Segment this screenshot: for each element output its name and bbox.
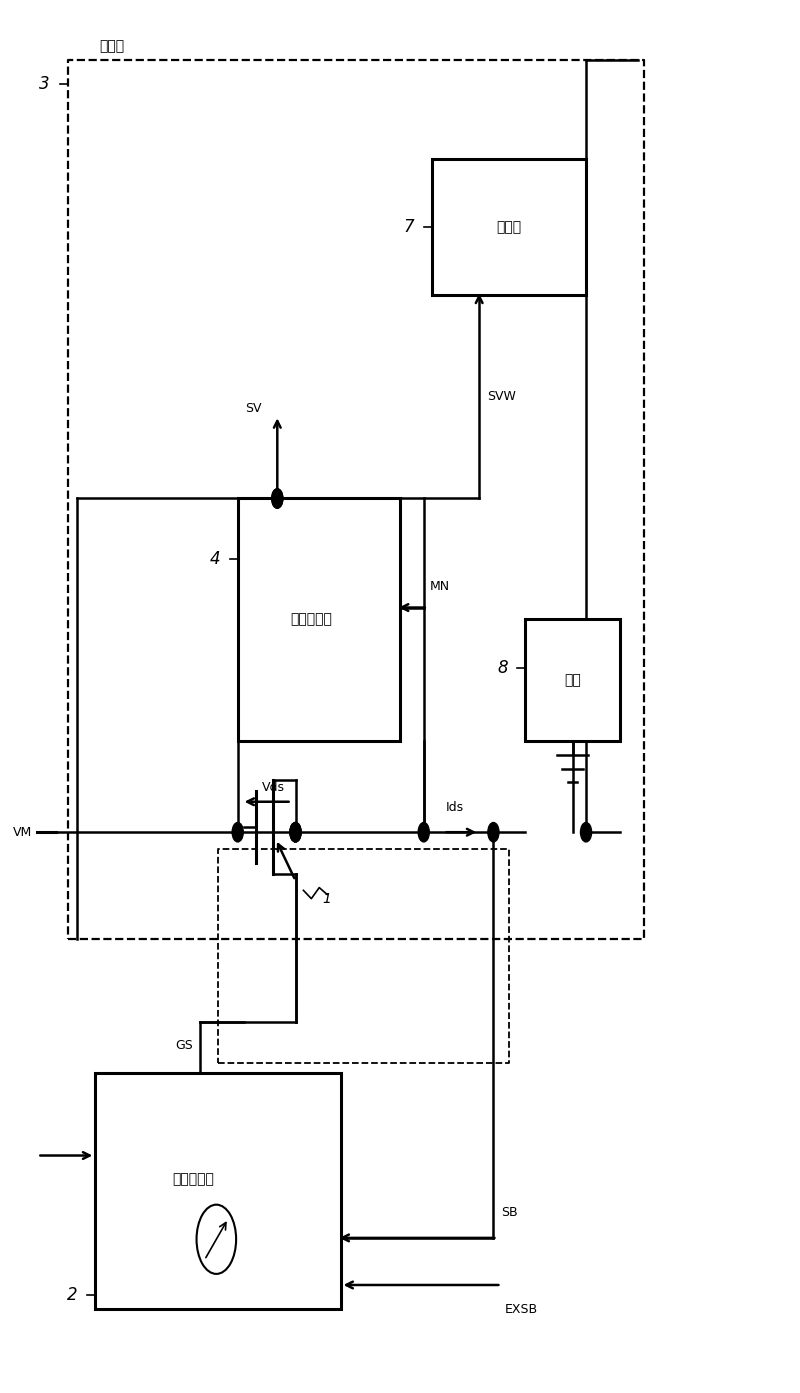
Text: MN: MN: [430, 581, 450, 593]
Text: SB: SB: [502, 1206, 518, 1219]
Bar: [432, 159, 586, 295]
Text: 7: 7: [404, 219, 414, 235]
Circle shape: [418, 822, 430, 841]
Circle shape: [290, 822, 301, 841]
Text: 负载: 负载: [564, 673, 581, 687]
Text: 保持部: 保持部: [496, 220, 522, 234]
Bar: [95, 1073, 341, 1308]
Text: SV: SV: [245, 403, 262, 415]
Bar: [238, 499, 400, 741]
Circle shape: [272, 489, 283, 508]
Text: GS: GS: [175, 1039, 193, 1052]
Text: VM: VM: [13, 826, 32, 839]
Circle shape: [488, 822, 499, 841]
Text: Vds: Vds: [262, 781, 285, 794]
Text: 保护部: 保护部: [99, 39, 124, 53]
Text: 削极控制部: 削极控制部: [173, 1172, 214, 1185]
Text: SVW: SVW: [487, 390, 516, 403]
Circle shape: [232, 822, 243, 841]
Bar: [525, 618, 620, 741]
Circle shape: [290, 822, 301, 841]
Text: 4: 4: [210, 550, 220, 568]
Circle shape: [290, 822, 301, 841]
Text: Ids: Ids: [446, 801, 464, 814]
Text: 3: 3: [39, 75, 50, 93]
Circle shape: [272, 489, 283, 508]
Text: 1: 1: [322, 892, 332, 905]
Text: EXSB: EXSB: [505, 1304, 538, 1316]
Text: 电压检测部: 电压检测部: [290, 613, 332, 627]
Circle shape: [581, 822, 591, 841]
Text: 8: 8: [497, 659, 508, 677]
Text: 2: 2: [67, 1286, 78, 1304]
